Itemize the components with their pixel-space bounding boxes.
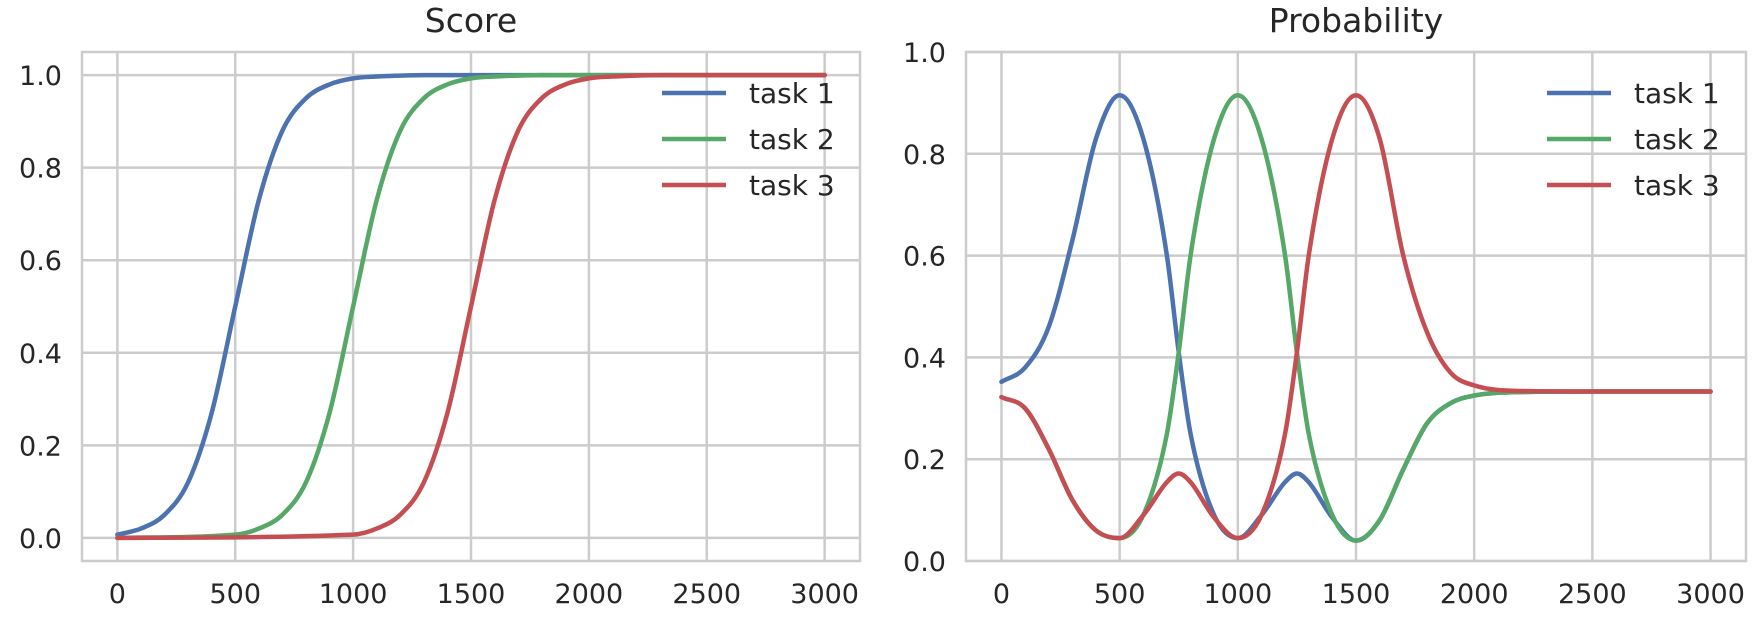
y-tick-label: 0.8 (19, 154, 62, 185)
y-tick-label: 1.0 (19, 61, 62, 92)
legend-label-task-3: task 3 (1634, 169, 1720, 202)
x-tick-label: 1500 (1322, 579, 1391, 610)
x-tick-label: 3000 (790, 579, 859, 610)
legend-label-task-3: task 3 (749, 169, 835, 202)
legend-label-task-2: task 2 (749, 123, 835, 156)
series-line-task-2 (115, 72, 827, 541)
y-tick-label: 0.6 (903, 242, 946, 273)
chart-title: Score (425, 1, 517, 40)
x-tick-label: 500 (209, 579, 261, 610)
y-tick-label: 0.4 (19, 339, 62, 370)
x-tick-label: 500 (1094, 579, 1146, 610)
x-tick-label: 2000 (555, 579, 624, 610)
x-tick-label: 3000 (1676, 579, 1745, 610)
plot-frame (80, 50, 862, 563)
x-tick-label: 2000 (1440, 579, 1509, 610)
x-tick-label: 2500 (1558, 579, 1627, 610)
y-tick-label: 0.0 (903, 547, 946, 578)
y-tick-label: 0.2 (19, 431, 62, 462)
y-tick-label: 1.0 (903, 38, 946, 69)
y-tick-label: 0.6 (19, 246, 62, 277)
y-tick-label: 0.0 (19, 524, 62, 555)
legend-label-task-1: task 1 (749, 77, 835, 110)
x-tick-label: 0 (993, 579, 1010, 610)
probability-chart: 0 500 1000 1500 2000 2500 3000 0.0 0.2 0.4 0.6 0.8 1… (903, 1, 1748, 610)
y-tick-label: 0.4 (903, 343, 946, 374)
x-tick-label: 1000 (1203, 579, 1272, 610)
series-line-task-3 (115, 72, 827, 541)
legend-label-task-1: task 1 (1634, 77, 1720, 110)
plot-frame (964, 50, 1748, 563)
y-tick-label: 0.8 (903, 140, 946, 171)
legend-label-task-2: task 2 (1634, 123, 1720, 156)
chart-title: Probability (1269, 1, 1443, 40)
x-tick-label: 2500 (672, 579, 741, 610)
series-line-task-3 (999, 93, 1713, 541)
x-tick-label: 1500 (437, 579, 506, 610)
y-tick-label: 0.2 (903, 445, 946, 476)
x-tick-label: 1000 (319, 579, 388, 610)
x-tick-label: 0 (109, 579, 126, 610)
score-chart: 0 500 1000 1500 2000 2500 3000 0.0 0.2 0.4 0.6 0.8 1… (19, 1, 862, 610)
